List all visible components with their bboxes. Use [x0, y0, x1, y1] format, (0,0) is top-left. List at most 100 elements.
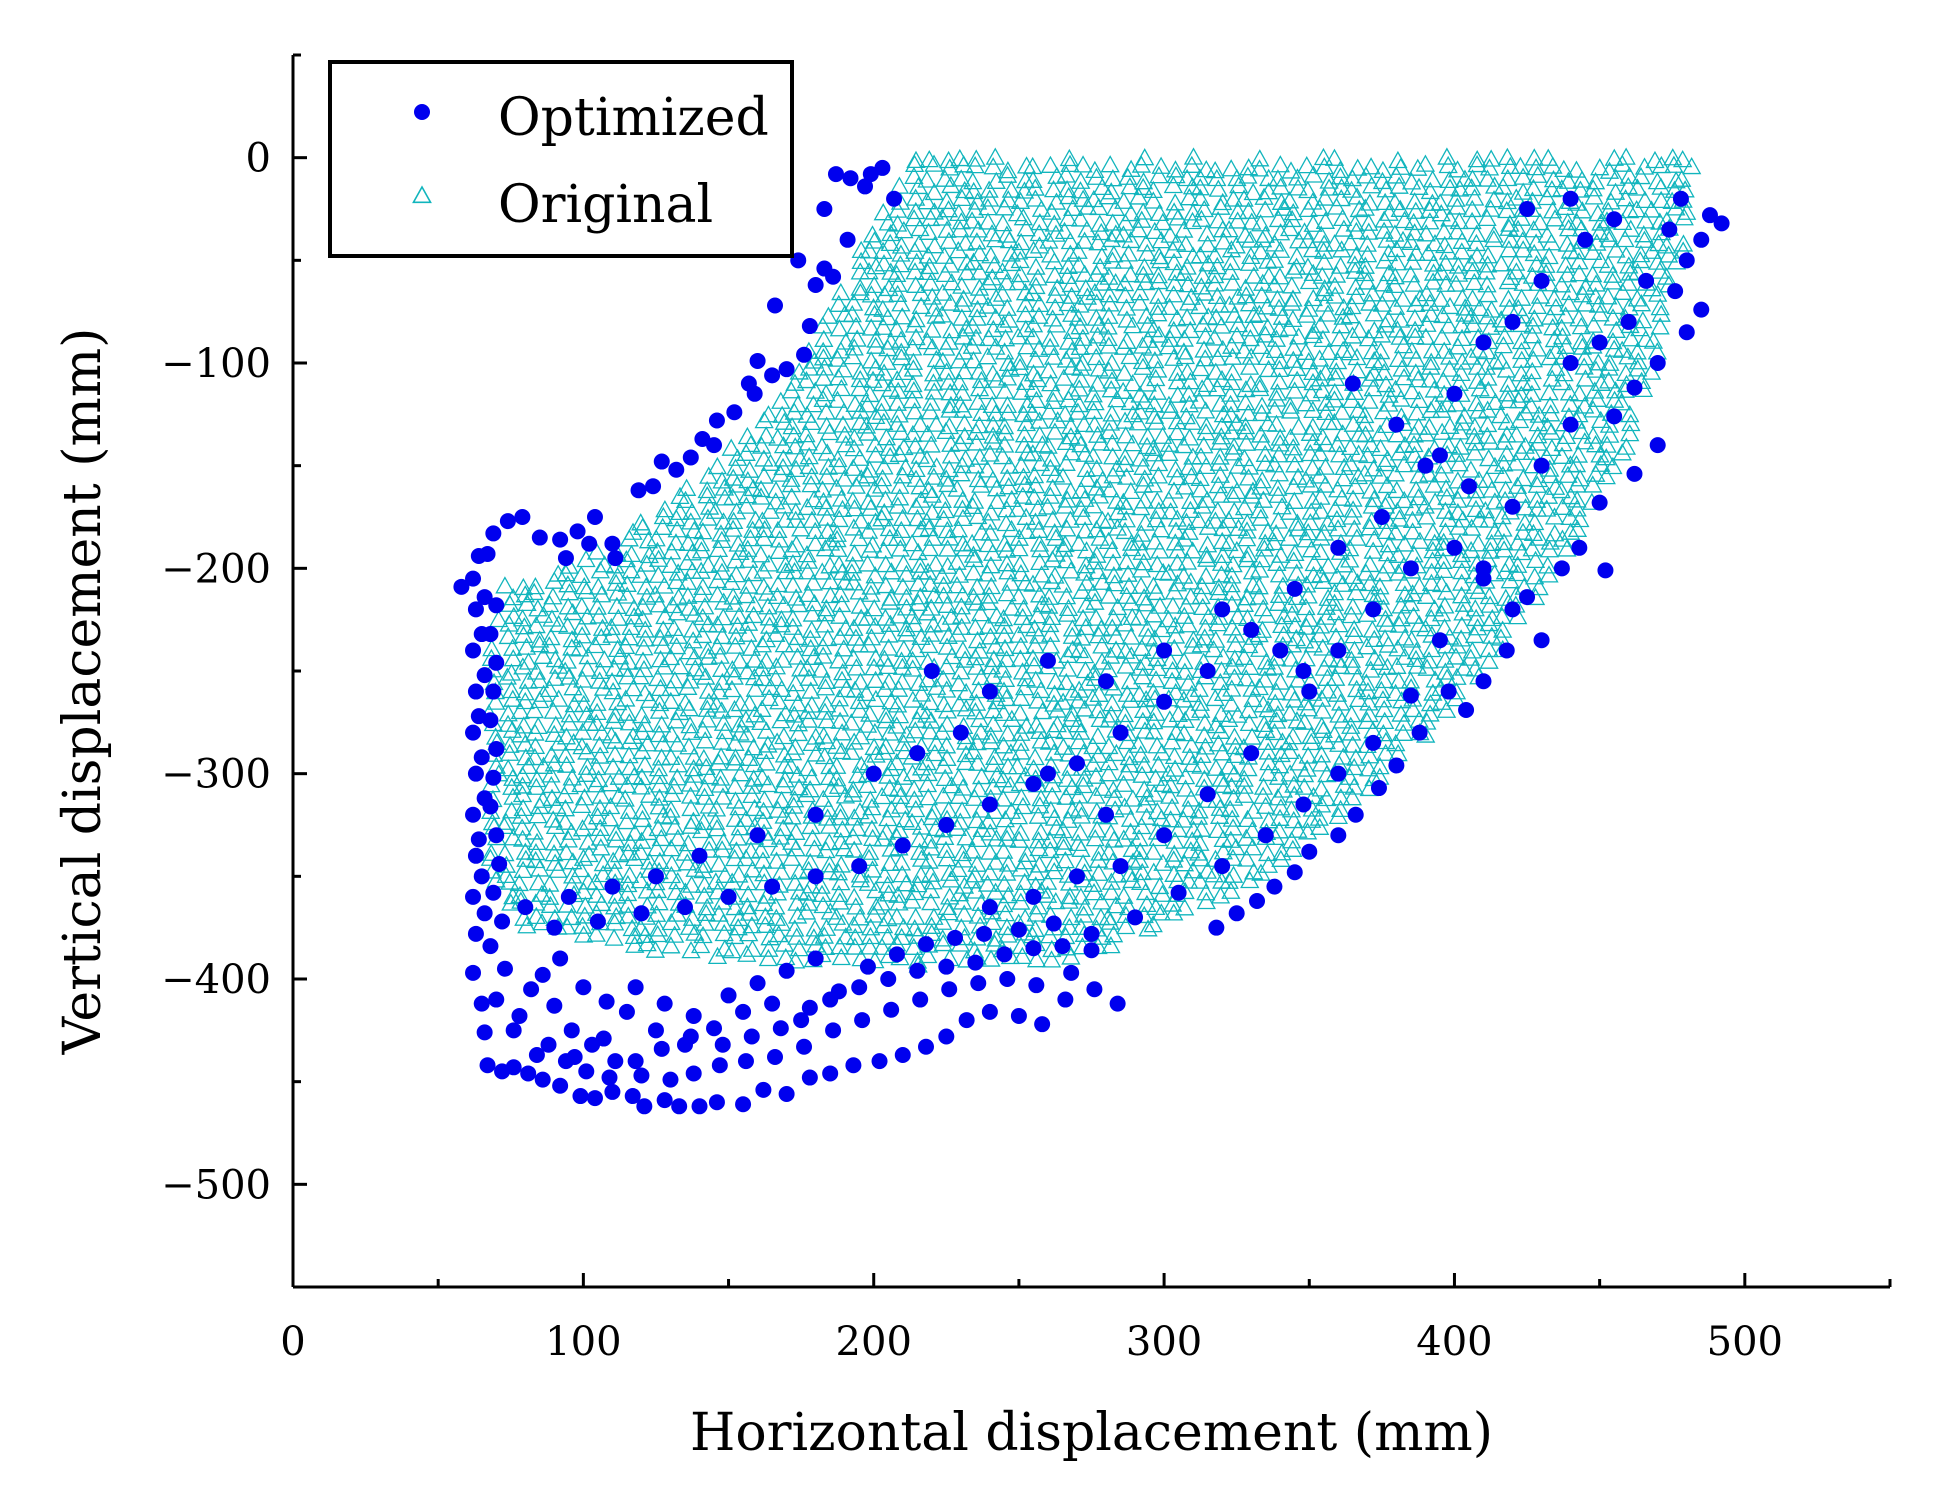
original-point — [1619, 200, 1640, 219]
original-point — [1168, 704, 1189, 722]
original-point — [744, 769, 764, 787]
original-point — [1183, 820, 1204, 838]
original-point — [603, 757, 623, 775]
original-point — [1385, 275, 1405, 294]
original-point — [1099, 267, 1119, 285]
original-point — [940, 158, 960, 176]
original-point — [1056, 672, 1076, 691]
original-point — [845, 394, 865, 412]
original-point — [818, 457, 839, 475]
optimized-point — [1156, 642, 1173, 659]
original-point — [932, 208, 952, 226]
original-point — [866, 689, 886, 708]
original-point — [937, 191, 957, 210]
original-point — [1377, 544, 1398, 562]
original-point — [1040, 155, 1061, 173]
original-point — [1387, 656, 1407, 674]
original-point — [1279, 318, 1299, 336]
original-point — [1038, 872, 1058, 890]
original-point — [1558, 171, 1579, 189]
original-point — [637, 734, 658, 752]
optimized-point — [589, 913, 606, 930]
original-point — [1465, 443, 1485, 461]
original-point — [1249, 501, 1269, 519]
original-point — [679, 737, 699, 755]
original-point — [1252, 396, 1272, 414]
original-point — [587, 693, 607, 711]
original-point — [1315, 457, 1336, 475]
original-point — [1420, 200, 1440, 218]
original-point — [1190, 693, 1210, 711]
original-point — [1053, 575, 1073, 593]
original-point — [1162, 732, 1182, 750]
optimized-point — [854, 1012, 871, 1029]
optimized-point — [1460, 478, 1477, 495]
original-point — [910, 446, 930, 464]
original-point — [866, 445, 886, 463]
original-point — [993, 315, 1014, 333]
original-point — [1298, 199, 1318, 218]
original-point — [1425, 395, 1445, 413]
original-point — [1402, 522, 1423, 540]
original-point — [1070, 337, 1090, 355]
original-point — [997, 540, 1017, 558]
original-point — [857, 715, 878, 733]
original-point — [1025, 636, 1045, 654]
original-point — [866, 406, 886, 425]
original-point — [1528, 469, 1549, 488]
original-point — [744, 594, 765, 613]
original-point — [921, 393, 941, 411]
original-point — [1524, 220, 1544, 238]
original-point — [1375, 711, 1395, 730]
original-point — [1439, 316, 1459, 334]
original-point — [635, 755, 655, 773]
optimized-point — [604, 878, 621, 895]
original-point — [1325, 382, 1345, 401]
original-point — [783, 617, 803, 635]
original-point — [983, 157, 1003, 175]
original-point — [904, 166, 924, 185]
original-point — [1268, 169, 1288, 187]
optimized-point — [857, 178, 874, 195]
original-point — [1055, 496, 1076, 514]
optimized-point — [496, 960, 513, 977]
original-point — [572, 795, 592, 814]
original-point — [1300, 443, 1320, 462]
original-point — [1310, 198, 1330, 217]
original-point — [1194, 340, 1214, 358]
original-point — [755, 907, 776, 925]
original-point — [1089, 197, 1109, 216]
original-point — [528, 873, 549, 891]
original-point — [997, 829, 1017, 847]
optimized-point — [1713, 215, 1730, 232]
original-point — [532, 884, 552, 902]
optimized-point — [671, 1098, 688, 1115]
original-point — [815, 702, 835, 720]
original-point — [1360, 518, 1380, 536]
original-point — [1301, 502, 1321, 520]
original-point — [799, 893, 819, 911]
original-point — [1477, 470, 1497, 488]
optimized-point — [1597, 562, 1614, 579]
original-point — [1477, 275, 1497, 293]
original-point — [993, 608, 1014, 627]
original-point — [1618, 273, 1638, 291]
original-point — [1343, 489, 1363, 507]
original-point — [739, 460, 760, 478]
original-point — [768, 428, 788, 446]
original-point — [533, 605, 554, 623]
original-point — [1008, 272, 1028, 291]
original-point — [1284, 491, 1304, 509]
original-point — [922, 485, 942, 503]
original-point — [1370, 577, 1390, 595]
original-point — [968, 392, 988, 410]
original-point — [865, 670, 886, 688]
original-point — [1007, 756, 1028, 775]
original-point — [819, 862, 839, 880]
original-point — [841, 713, 862, 731]
original-point — [737, 486, 758, 504]
optimized-point — [938, 817, 955, 833]
original-point — [927, 677, 947, 695]
optimized-point — [827, 166, 844, 183]
original-point — [708, 882, 728, 900]
